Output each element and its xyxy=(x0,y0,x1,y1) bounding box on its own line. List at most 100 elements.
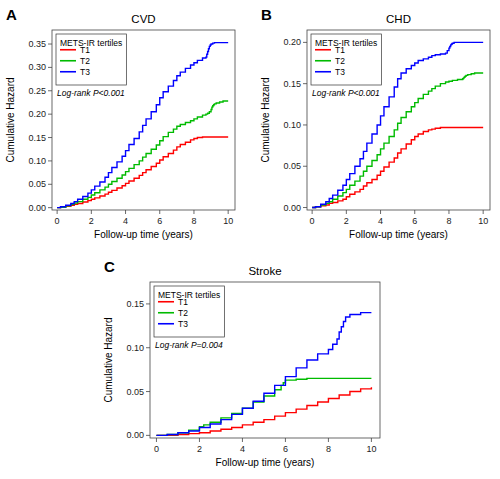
y-tick xyxy=(146,391,150,392)
legend-swatch xyxy=(158,323,174,325)
y-tick-label: 0.20 xyxy=(28,109,46,119)
x-tick xyxy=(91,210,92,214)
legend-box xyxy=(56,34,126,85)
y-tick xyxy=(303,42,307,43)
y-tick-label: 0.10 xyxy=(28,156,46,166)
y-tick xyxy=(48,160,52,161)
x-tick xyxy=(328,438,329,442)
y-tick-label: 0.10 xyxy=(126,343,144,353)
x-tick xyxy=(242,438,243,442)
legend-box xyxy=(311,34,381,85)
plot-background xyxy=(52,30,235,210)
legend-title: METS-IR tertiles xyxy=(60,38,122,48)
x-tick xyxy=(57,210,58,214)
plot-frame xyxy=(52,30,235,210)
panel: 02468100.000.050.100.150.200.250.300.35F… xyxy=(5,6,235,240)
y-tick xyxy=(48,207,52,208)
series-group xyxy=(57,43,228,208)
step-line xyxy=(57,101,228,208)
x-axis-label: Follow-up time (years) xyxy=(216,457,315,468)
y-tick-label: 0.15 xyxy=(28,133,46,143)
y-tick-label: 0.05 xyxy=(283,161,301,171)
y-axis-label: Cumulative Hazard xyxy=(103,317,114,402)
plot-background xyxy=(150,282,380,438)
x-tick-label: 2 xyxy=(89,216,94,226)
x-axis-label: Follow-up time (years) xyxy=(94,229,193,240)
annotation: Log-rank P<0.001 xyxy=(312,88,380,98)
x-tick-label: 8 xyxy=(446,216,451,226)
x-tick-label: 0 xyxy=(310,216,315,226)
x-tick-label: 2 xyxy=(197,444,202,454)
y-tick xyxy=(48,184,52,185)
legend-entry: T2 xyxy=(178,308,188,318)
legend-swatch xyxy=(60,71,76,73)
y-tick-label: 0.10 xyxy=(283,120,301,130)
x-tick xyxy=(414,210,415,214)
x-tick-label: 4 xyxy=(240,444,245,454)
panel-title: Stroke xyxy=(248,265,281,277)
y-tick xyxy=(146,435,150,436)
x-axis-label: Follow-up time (years) xyxy=(349,229,448,240)
y-tick xyxy=(48,137,52,138)
panel-label: B xyxy=(261,6,272,23)
y-tick xyxy=(48,44,52,45)
x-tick-label: 8 xyxy=(326,444,331,454)
panel: 02468100.000.050.100.150.20Follow-up tim… xyxy=(260,6,490,240)
legend: METS-IR tertilesT1T2T3 xyxy=(311,34,381,85)
annotation: Log-rank P=0.004 xyxy=(155,340,223,350)
step-line xyxy=(156,378,371,435)
x-tick-label: 6 xyxy=(283,444,288,454)
legend-entry: T2 xyxy=(80,56,90,66)
x-tick xyxy=(312,210,313,214)
legend: METS-IR tertilesT1T2T3 xyxy=(56,34,126,85)
legend-entry: T1 xyxy=(335,45,345,55)
x-tick xyxy=(156,438,157,442)
x-tick-label: 4 xyxy=(378,216,383,226)
plot-background xyxy=(307,30,490,210)
y-tick-label: 0.15 xyxy=(126,299,144,309)
legend-box xyxy=(154,286,224,337)
x-tick xyxy=(199,438,200,442)
y-tick-label: 0.35 xyxy=(28,39,46,49)
y-tick xyxy=(48,114,52,115)
legend-swatch xyxy=(60,60,76,62)
step-line xyxy=(312,42,483,207)
panel: 02468100.000.050.100.15Follow-up time (y… xyxy=(103,258,380,468)
y-tick-label: 0.05 xyxy=(126,387,144,397)
series-group xyxy=(312,42,483,207)
legend-entry: T1 xyxy=(178,297,188,307)
legend-entry: T3 xyxy=(80,67,90,77)
y-tick-label: 0.30 xyxy=(28,62,46,72)
x-tick xyxy=(448,210,449,214)
x-tick-label: 2 xyxy=(344,216,349,226)
x-tick xyxy=(285,438,286,442)
x-tick-label: 10 xyxy=(223,216,233,226)
x-tick xyxy=(159,210,160,214)
x-tick-label: 0 xyxy=(154,444,159,454)
x-tick-label: 6 xyxy=(412,216,417,226)
x-tick xyxy=(125,210,126,214)
legend-swatch xyxy=(60,49,76,51)
x-tick-label: 0 xyxy=(55,216,60,226)
y-tick xyxy=(303,83,307,84)
y-axis-label: Cumulative Hazard xyxy=(260,77,271,162)
legend-swatch xyxy=(315,49,331,51)
y-axis-label: Cumulative Hazard xyxy=(5,77,16,162)
y-tick-label: 0.05 xyxy=(28,179,46,189)
legend: METS-IR tertilesT1T2T3 xyxy=(154,286,224,337)
y-tick-label: 0.00 xyxy=(283,203,301,213)
step-line xyxy=(312,73,483,208)
x-tick-label: 10 xyxy=(366,444,376,454)
x-tick xyxy=(193,210,194,214)
panel-title: CVD xyxy=(131,13,155,25)
x-tick xyxy=(371,438,372,442)
step-line xyxy=(57,43,228,208)
panel-label: C xyxy=(104,258,115,275)
annotation: Log-rank P<0.001 xyxy=(57,88,125,98)
y-tick-label: 0.25 xyxy=(28,86,46,96)
legend-swatch xyxy=(158,312,174,314)
plot-frame xyxy=(307,30,490,210)
y-tick xyxy=(48,67,52,68)
panel-label: A xyxy=(6,6,17,23)
y-tick xyxy=(303,166,307,167)
